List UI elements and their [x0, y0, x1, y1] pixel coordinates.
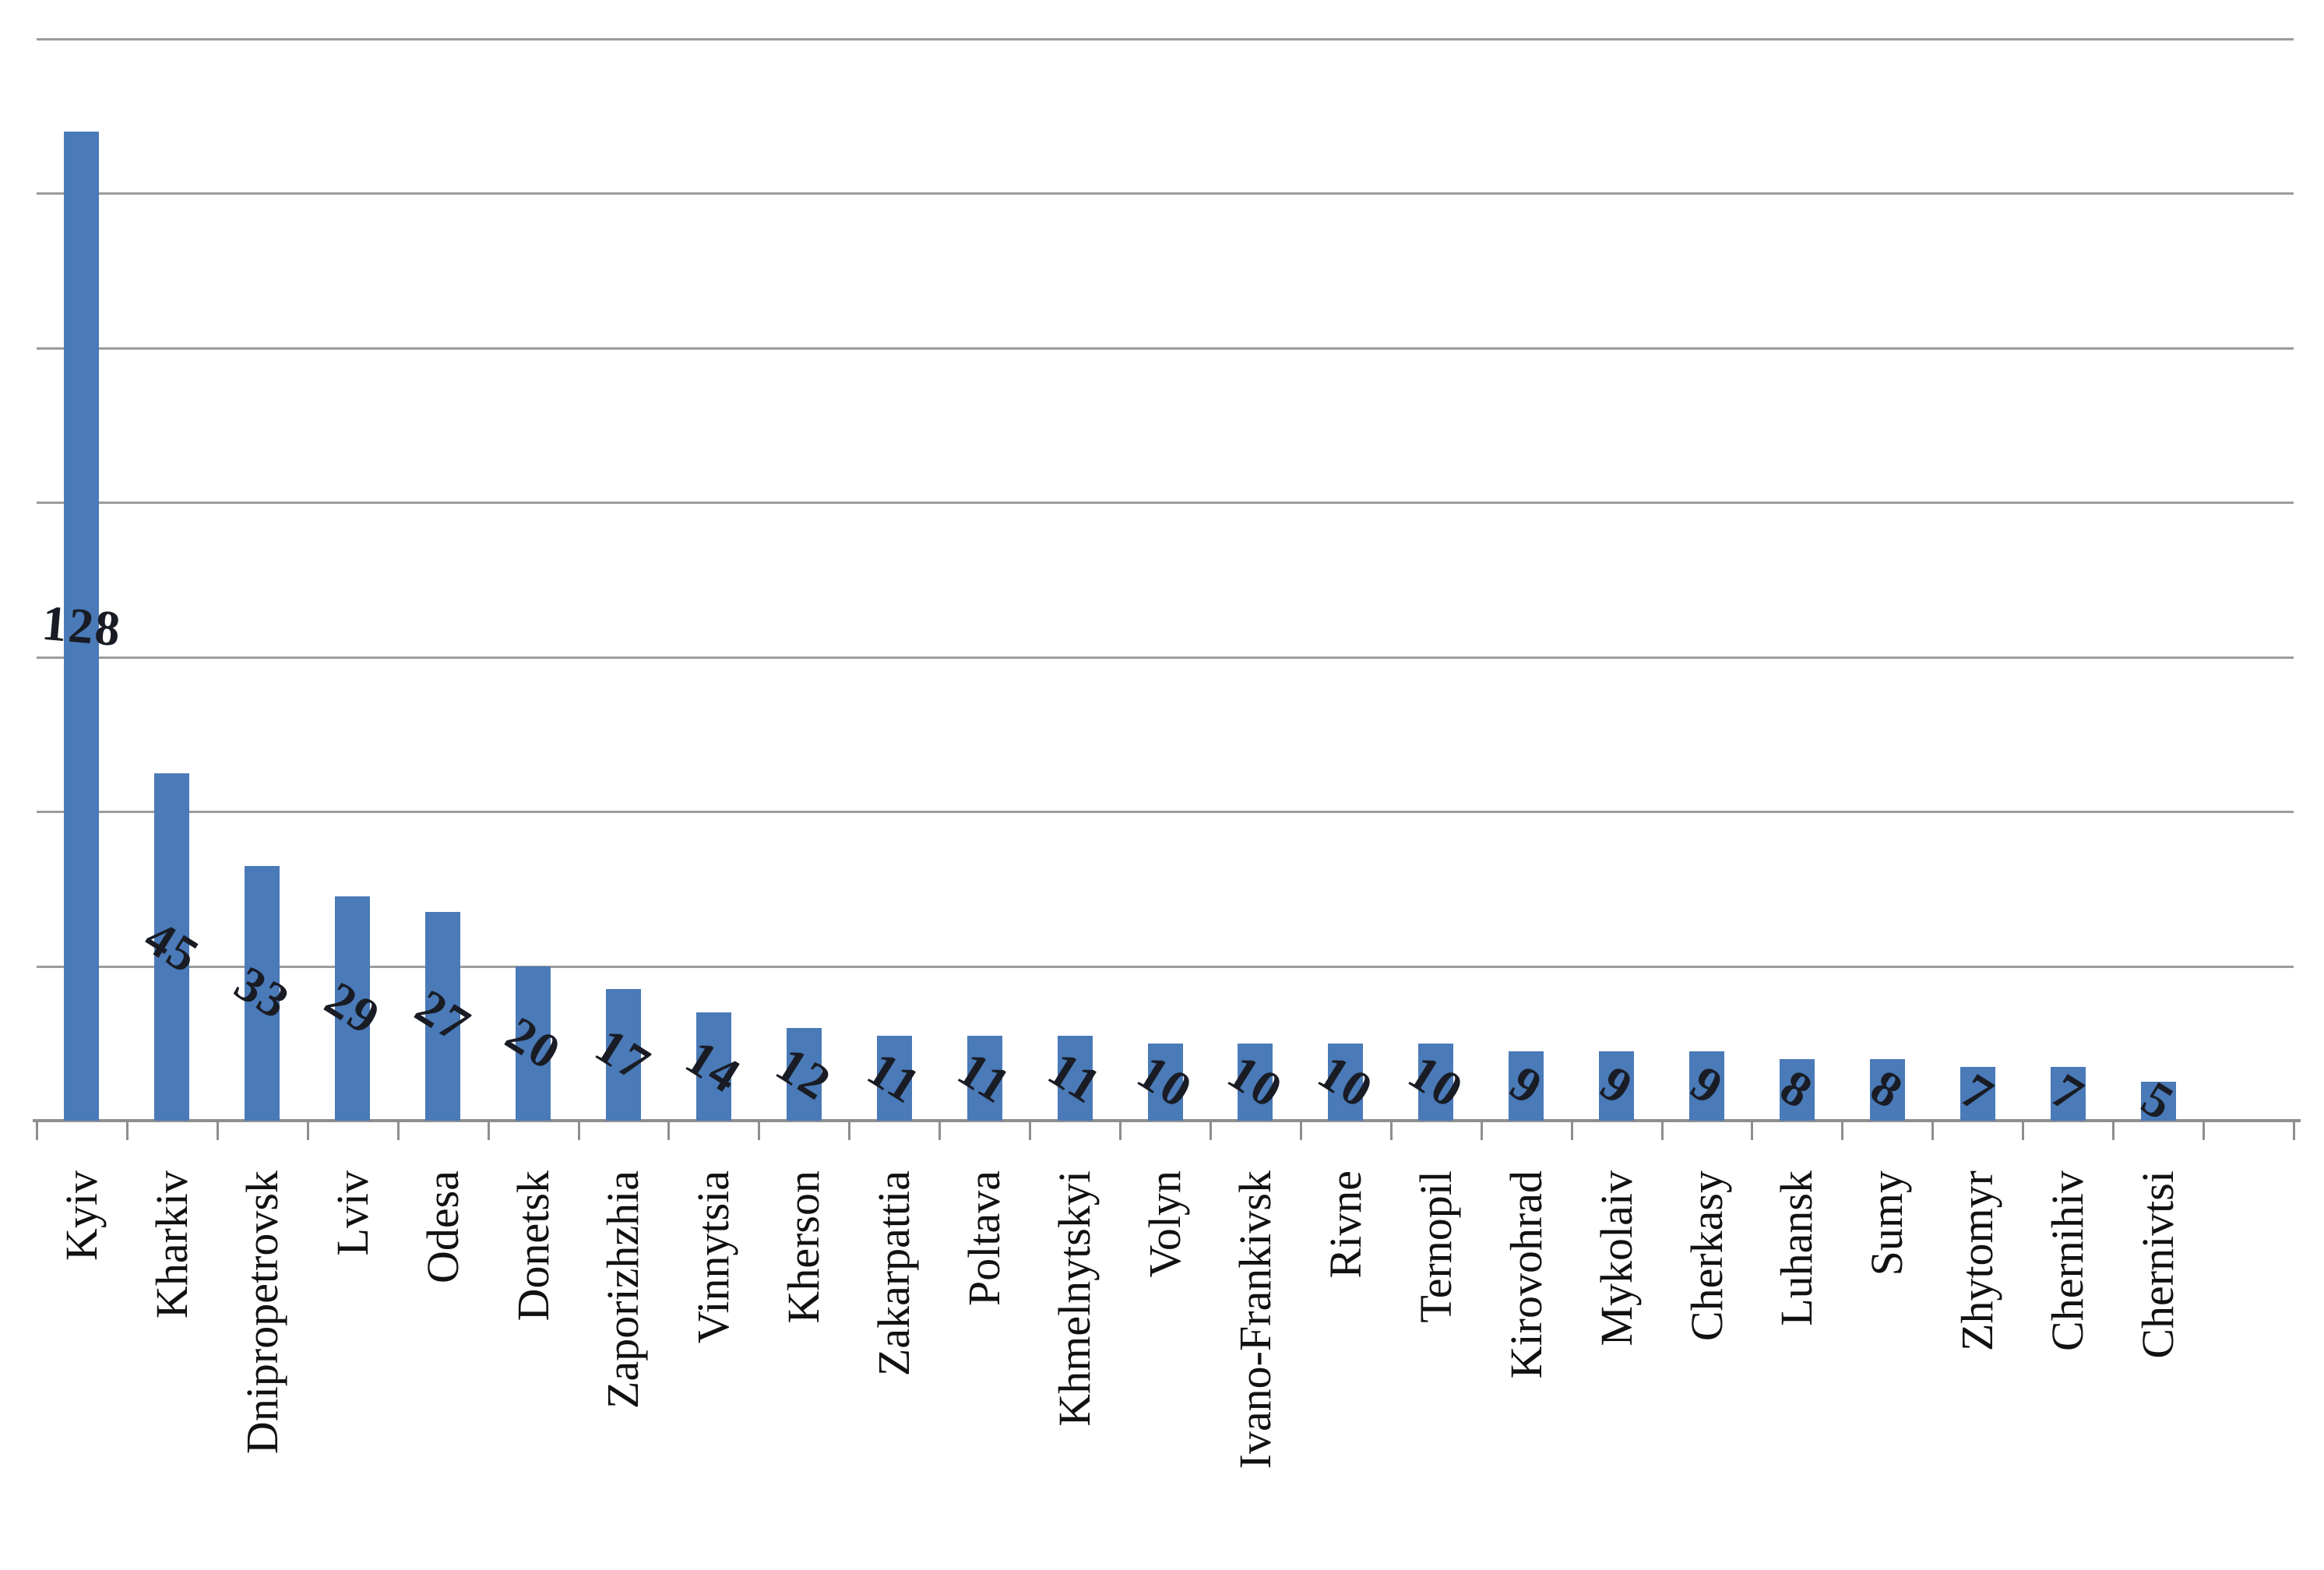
axis-tick [36, 1121, 38, 1140]
axis-tick [848, 1121, 851, 1140]
bar-Mykolaiv [1599, 1051, 1635, 1121]
bar-Lviv [335, 896, 371, 1121]
category-label: Ivano-Frankivsk [1229, 1170, 1280, 1470]
axis-tick [2203, 1121, 2206, 1140]
axis-tick [938, 1121, 942, 1140]
axis-tick [306, 1121, 309, 1140]
axis-tick [577, 1121, 580, 1140]
gridline-100 [37, 347, 2294, 350]
axis-tick [2022, 1121, 2025, 1140]
bar-Luhansk [1779, 1058, 1815, 1121]
x-axis [33, 1119, 2301, 1122]
axis-tick [396, 1121, 400, 1140]
category-label: Chernivtsi [2132, 1170, 2184, 1359]
gridline-120 [37, 192, 2294, 195]
axis-tick [1389, 1121, 1393, 1140]
axis-tick [487, 1121, 490, 1140]
axis-tick [1029, 1121, 1032, 1140]
bar-Kherson [786, 1027, 822, 1121]
bar-Kharkiv [154, 773, 190, 1121]
bar-Sumy [1869, 1058, 1905, 1121]
bar-Zhytomyr [1960, 1066, 1995, 1121]
category-label: Vinnytsia [688, 1170, 739, 1344]
bar-Rivne [1328, 1043, 1364, 1121]
axis-tick [1660, 1121, 1664, 1140]
bar-Volyn [1147, 1043, 1183, 1121]
gridline-40 [37, 811, 2294, 814]
category-label: Poltava [959, 1170, 1010, 1306]
axis-tick [125, 1121, 129, 1140]
bar-Kyiv [64, 132, 100, 1121]
bar-Odesa [425, 912, 461, 1121]
category-label: Zhytomyr [1952, 1170, 2003, 1351]
category-label: Khmelnytskyi [1049, 1170, 1100, 1427]
axis-tick [1119, 1121, 1122, 1140]
axis-tick [1931, 1121, 1935, 1140]
category-label: Zaporizhzhia [597, 1170, 649, 1409]
category-label: Ternopil [1410, 1170, 1461, 1323]
category-label: Mykolaiv [1590, 1170, 1642, 1346]
category-label: Lviv [326, 1170, 378, 1256]
bar-Chernihiv [2050, 1066, 2086, 1121]
gridline-20 [37, 965, 2294, 968]
bar-Khmelnytskyi [1057, 1035, 1093, 1121]
category-label: Kirovohrad [1500, 1170, 1551, 1379]
axis-tick [1209, 1121, 1212, 1140]
gridline-60 [37, 656, 2294, 659]
bar-Kirovohrad [1509, 1051, 1544, 1121]
category-label: Kherson [778, 1170, 829, 1324]
bar-Ternopil [1418, 1043, 1454, 1121]
bar-Poltava [967, 1035, 1002, 1121]
category-label: Volyn [1139, 1170, 1190, 1278]
category-label: Luhansk [1771, 1170, 1822, 1326]
category-label: Zakarpattia [868, 1170, 920, 1377]
axis-tick [216, 1121, 219, 1140]
bar-value-label: 128 [40, 594, 124, 657]
axis-tick [758, 1121, 761, 1140]
bar-Zakarpattia [876, 1035, 912, 1121]
bar-Vinnytsia [695, 1012, 731, 1121]
category-label: Kyiv [55, 1170, 107, 1261]
axis-tick [1570, 1121, 1573, 1140]
bar-Cherkasy [1689, 1051, 1725, 1121]
bar-Ivano-Frankivsk [1238, 1043, 1273, 1121]
bar-Zaporizhzhia [605, 989, 641, 1121]
axis-tick [1299, 1121, 1302, 1140]
category-label: Sumy [1861, 1170, 1913, 1276]
axis-tick [1751, 1121, 1754, 1140]
category-label: Rivne [1319, 1170, 1371, 1279]
category-label: Dnipropetrovsk [236, 1170, 287, 1455]
bar-value-label: 5 [2132, 1070, 2185, 1132]
axis-tick [2112, 1121, 2115, 1140]
axis-tick [2293, 1121, 2295, 1140]
axis-tick [1480, 1121, 1483, 1140]
bar-Dnipropetrovsk [245, 865, 280, 1121]
gridline-140 [37, 38, 2294, 40]
bar-Chernivtsi [2140, 1082, 2176, 1121]
axis-tick [667, 1121, 671, 1140]
category-label: Chernihiv [2042, 1170, 2093, 1351]
category-label: Cherkasy [1681, 1170, 1732, 1342]
category-label: Odesa [417, 1170, 468, 1283]
bar-Donetsk [516, 966, 551, 1121]
gridline-80 [37, 502, 2294, 505]
axis-tick [1841, 1121, 1844, 1140]
category-label: Kharkiv [146, 1170, 197, 1319]
category-label: Donetsk [507, 1170, 558, 1322]
